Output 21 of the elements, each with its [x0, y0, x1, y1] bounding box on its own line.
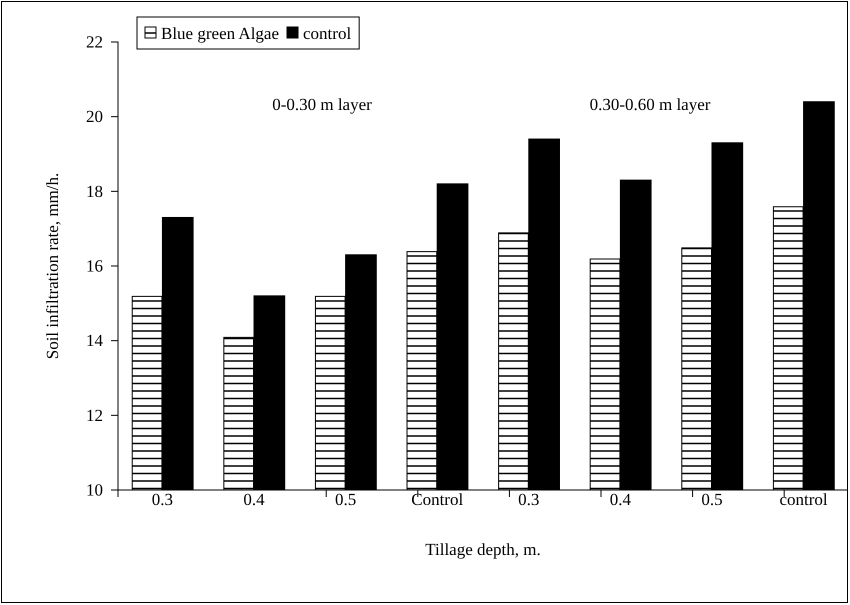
y-tick-label: 20: [86, 107, 103, 126]
y-axis-title: Soil infiltration rate, mm/h.: [43, 172, 62, 360]
x-tick-label: 0.4: [243, 490, 266, 509]
y-tick-label: 16: [86, 256, 103, 276]
annotation: 0.30-0.60 m layer: [590, 95, 711, 114]
x-axis-title: Tillage depth, m.: [425, 540, 541, 559]
y-tick-label: 10: [86, 480, 103, 500]
y-tick-label: 12: [86, 406, 103, 425]
legend-label: Blue green Algae: [161, 24, 280, 43]
x-tick-label: 0.5: [334, 490, 356, 509]
y-tick-label: 14: [86, 331, 104, 350]
x-tick-label: 0.3: [518, 490, 540, 509]
annotation: 0-0.30 m layer: [272, 95, 372, 114]
y-tick-label: 22: [86, 32, 103, 52]
x-tick-label: 0.5: [701, 490, 723, 509]
x-tick-label: Control: [411, 490, 464, 509]
legend-label: control: [303, 24, 352, 43]
x-tick-label: control: [780, 490, 828, 509]
y-tick-label: 18: [86, 182, 103, 201]
x-tick-label: 0.3: [152, 490, 174, 509]
x-tick-label: 0.4: [610, 490, 632, 509]
